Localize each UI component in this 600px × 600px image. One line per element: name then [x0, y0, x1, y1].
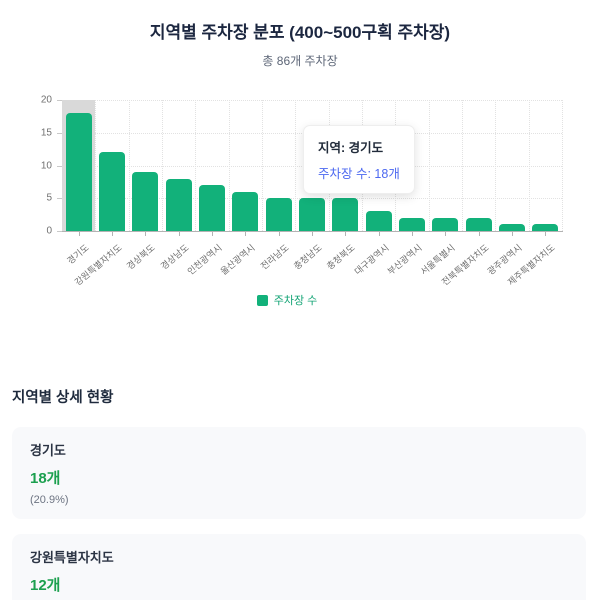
bar-서울특별시[interactable]	[432, 217, 459, 231]
x-tick-mark	[78, 231, 80, 236]
x-tick-mark	[212, 231, 213, 236]
x-gridline	[262, 100, 263, 231]
region-card: 강원특별자치도 12개 (14.0%)	[12, 534, 586, 600]
x-axis-label: 전라남도	[258, 242, 291, 272]
x-tick-mark	[512, 231, 513, 236]
details-heading: 지역별 상세 현황	[12, 390, 114, 406]
bar-대구광역시[interactable]	[365, 211, 392, 231]
x-gridline	[562, 100, 563, 231]
x-gridline	[462, 100, 463, 231]
bar-경상남도[interactable]	[165, 178, 192, 231]
bar-울산광역시[interactable]	[232, 191, 259, 231]
x-axis-label: 충청남도	[291, 242, 324, 272]
region-name: 강원특별자치도	[30, 550, 114, 565]
header: 지역별 주차장 분포 (400~500구획 주차장) 총 86개 주차장	[0, 0, 600, 69]
chart-legend[interactable]: 주차장 수	[0, 292, 574, 308]
bar-부산광역시[interactable]	[399, 217, 425, 231]
x-tick-mark	[478, 231, 480, 236]
y-axis-tick-label: 20	[40, 94, 52, 106]
x-axis-label: 대구광역시	[352, 242, 391, 277]
x-gridline	[128, 100, 130, 231]
x-tick-mark	[378, 231, 380, 236]
y-tick-mark	[57, 198, 62, 200]
tooltip-count: 주차장 수: 18개	[318, 167, 400, 181]
x-gridline	[195, 100, 197, 231]
x-gridline	[95, 100, 97, 231]
x-axis-label: 인천광역시	[185, 242, 224, 277]
x-axis-label: 부산광역시	[385, 242, 424, 277]
x-tick-mark	[278, 231, 280, 236]
bar-경기도[interactable]	[65, 113, 92, 231]
region-card: 경기도 18개 (20.9%)	[12, 427, 586, 519]
plot-area: 0 5 10 15 20 경기도 강원특별자치도 경상북도 경상남도 인천광역시 울산광역시 전라남도…	[41, 95, 563, 287]
bar-강원특별자치도[interactable]	[99, 152, 125, 231]
x-tick-mark	[178, 231, 180, 236]
bar-광주광역시[interactable]	[499, 224, 525, 231]
bar-제주특별자치도[interactable]	[532, 224, 559, 231]
x-tick-mark	[145, 231, 147, 236]
region-percent: (20.9%)	[30, 494, 69, 506]
x-gridline	[162, 100, 163, 231]
x-axis-line	[62, 231, 563, 232]
tooltip-region: 지역: 경기도	[318, 141, 384, 155]
x-axis-label: 경기도	[64, 242, 91, 267]
y-tick-mark	[57, 231, 62, 232]
x-tick-mark	[445, 231, 447, 236]
page-title: 지역별 주차장 분포 (400~500구획 주차장)	[149, 23, 451, 42]
bar-전라남도[interactable]	[265, 198, 292, 231]
x-gridline	[495, 100, 497, 231]
bar-인천광역시[interactable]	[199, 185, 225, 231]
x-gridline	[428, 100, 430, 231]
x-tick-mark	[545, 231, 547, 236]
y-tick-mark	[57, 165, 62, 167]
x-axis-label: 경상북도	[125, 242, 158, 272]
bar-충청북도[interactable]	[332, 198, 359, 231]
y-tick-mark	[57, 132, 62, 134]
x-tick-mark	[112, 231, 113, 236]
x-tick-mark	[245, 231, 247, 236]
y-axis-tick-label: 5	[46, 192, 52, 204]
bar-전북특별자치도[interactable]	[465, 217, 492, 231]
y-axis-tick-label: 0	[46, 225, 52, 237]
legend-label: 주차장 수	[273, 295, 318, 307]
y-gridline	[62, 100, 562, 101]
bar-충청남도[interactable]	[299, 198, 325, 231]
legend-swatch-icon	[256, 294, 268, 306]
x-gridline	[228, 100, 230, 231]
x-tick-mark	[312, 231, 313, 236]
x-gridline	[295, 100, 297, 231]
y-tick-mark	[57, 100, 62, 101]
y-axis-tick-label: 15	[40, 127, 52, 139]
y-axis-tick-label: 10	[40, 160, 52, 171]
x-tick-mark	[345, 231, 347, 236]
chart-tooltip: 지역: 경기도 주차장 수: 18개	[303, 125, 415, 194]
bar-경상북도[interactable]	[132, 172, 159, 231]
page-subtitle: 총 86개 주차장	[262, 54, 338, 68]
region-name: 경기도	[30, 443, 66, 458]
details-section: 지역별 상세 현황 경기도 18개 (20.9%) 강원특별자치도 12개 (1…	[0, 378, 600, 600]
region-count: 18개	[30, 470, 61, 487]
x-axis-label: 울산광역시	[218, 242, 258, 277]
details-card-list: 경기도 18개 (20.9%) 강원특별자치도 12개 (14.0%)	[0, 427, 600, 600]
x-tick-mark	[412, 231, 413, 236]
x-gridline	[528, 100, 530, 231]
bar-chart: 0 5 10 15 20 경기도 강원특별자치도 경상북도 경상남도 인천광역시 울산광역시 전라남도…	[0, 88, 600, 323]
region-count: 12개	[30, 577, 61, 594]
